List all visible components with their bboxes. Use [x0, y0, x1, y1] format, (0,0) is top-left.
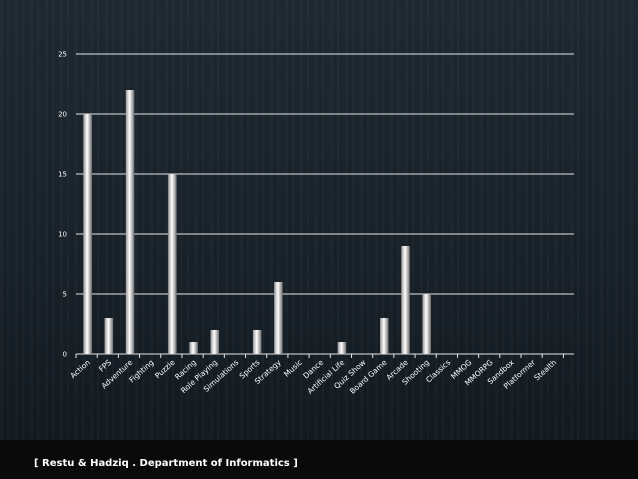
bar-artificial-life [337, 342, 347, 354]
bar-role-playing [210, 330, 220, 354]
bar-board-game [380, 318, 389, 354]
y-tick-label: 5 [63, 291, 67, 299]
bar-adventure [125, 90, 135, 354]
x-tick-label: Stealth [532, 358, 558, 383]
x-tick-label: FPS [97, 358, 113, 374]
x-tick-label: Action [69, 358, 93, 381]
bar-fps [104, 318, 114, 354]
y-tick-label: 0 [63, 351, 67, 359]
bar-arcade [401, 246, 410, 354]
footer-text: [ Restu & Hadziq . Department of Informa… [34, 458, 298, 469]
y-tick-label: 20 [58, 111, 67, 119]
bar-puzzle [168, 174, 177, 354]
background-texture [0, 0, 638, 440]
bar-strategy [274, 282, 283, 354]
bar-action [83, 114, 92, 354]
y-tick-label: 10 [58, 231, 67, 239]
bar-sports [252, 330, 262, 354]
bar-racing [189, 342, 198, 354]
y-tick-label: 15 [58, 171, 67, 179]
x-tick-label: Music [282, 358, 304, 379]
bar-shooting [422, 294, 431, 354]
footer-bar [0, 440, 638, 479]
x-tick-label: Puzzle [153, 358, 177, 381]
y-tick-label: 25 [58, 51, 67, 59]
